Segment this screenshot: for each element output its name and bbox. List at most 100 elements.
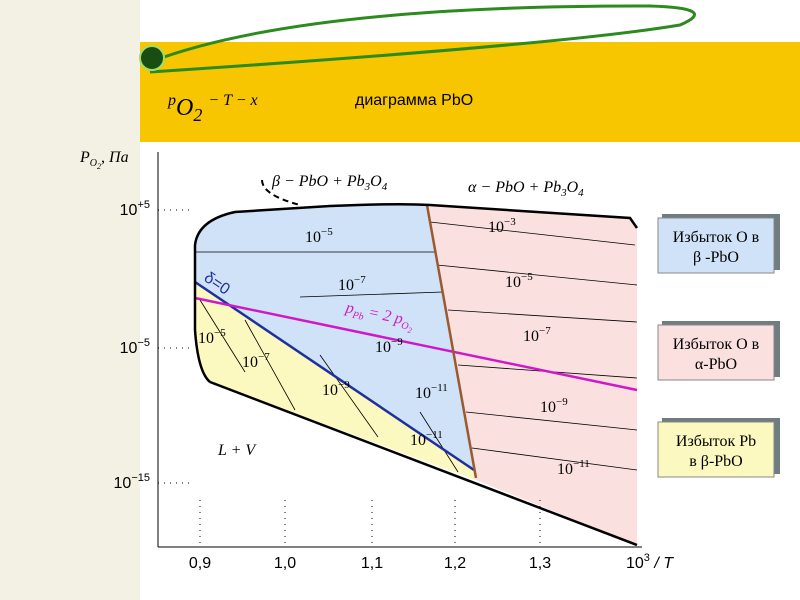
isobar-label: 10−7 xyxy=(338,274,366,294)
base: 10 xyxy=(338,277,354,294)
isobar-label: 10−9 xyxy=(322,379,350,399)
stoich-line xyxy=(194,296,638,392)
region-beta-pb xyxy=(195,282,476,480)
base: 10 xyxy=(523,328,539,345)
exponent: −5 xyxy=(137,337,150,349)
exponent: −7 xyxy=(539,325,551,337)
x-tick-label: 1,3 xyxy=(529,555,551,572)
t: 3 xyxy=(364,181,371,193)
legend-box xyxy=(657,324,775,381)
side-pattern xyxy=(0,0,140,600)
base: 10 xyxy=(198,330,214,347)
isobar-label: 10−9 xyxy=(375,336,403,356)
exponent: +5 xyxy=(137,199,150,211)
isobars xyxy=(195,221,638,473)
beta-label: β − PbO + Pb3O4 xyxy=(271,173,388,193)
t: Pb xyxy=(350,310,364,323)
base: 10 xyxy=(415,385,431,402)
isobar-label: 10−3 xyxy=(488,216,516,236)
isobar-label: 10−7 xyxy=(523,325,551,345)
t: p xyxy=(343,299,355,317)
x-tick-label: 1,1 xyxy=(361,555,383,572)
t: 4 xyxy=(382,181,388,193)
base: 10 xyxy=(488,219,504,236)
isobar-label: 10−5 xyxy=(505,271,533,291)
exponent: −11 xyxy=(431,382,448,394)
t: β − PbO + Pb xyxy=(271,173,365,190)
isobar-label: 10−11 xyxy=(557,458,590,478)
t: O xyxy=(567,179,579,196)
legend-box xyxy=(657,217,775,274)
t: , Па xyxy=(101,149,129,166)
t: O xyxy=(176,95,193,121)
t: 3 xyxy=(644,552,650,564)
t: − T − x xyxy=(208,92,257,109)
t: 2 xyxy=(407,326,413,336)
legend-text: в β-PbO xyxy=(689,453,742,470)
t: 10 xyxy=(626,555,644,572)
decor-ball xyxy=(139,45,165,71)
isobar-label: 10−9 xyxy=(540,396,568,416)
base: 10 xyxy=(505,274,521,291)
base: 10 xyxy=(120,202,138,219)
exponent: −7 xyxy=(354,274,366,286)
t: / T xyxy=(650,555,674,572)
title-formula: pO2 − T − x xyxy=(167,92,258,125)
legend-box xyxy=(657,421,775,478)
base: 10 xyxy=(242,354,258,371)
alpha-label: α − PbO + Pb3O4 xyxy=(468,179,584,199)
base: 10 xyxy=(120,340,138,357)
isobar-label: 10−5 xyxy=(198,327,226,347)
t: 2 xyxy=(193,105,202,125)
y-tick-label: 10−5 xyxy=(120,337,150,357)
t: p xyxy=(167,92,176,109)
decor-curve xyxy=(149,4,696,74)
isobar-label: 10−11 xyxy=(415,382,448,402)
title-text: диаграмма PbO xyxy=(355,92,473,109)
region-alpha-o xyxy=(427,205,637,545)
t: 4 xyxy=(578,187,584,199)
base: 10 xyxy=(305,229,321,246)
x-label: 103 / T xyxy=(626,552,674,572)
exponent: −7 xyxy=(258,351,270,363)
delta-line xyxy=(194,280,475,472)
base: 10 xyxy=(114,475,132,492)
exponent: −11 xyxy=(426,429,443,441)
exponent: −9 xyxy=(338,379,350,391)
alpha-beta-line xyxy=(425,204,478,479)
x-tick-label: 1,2 xyxy=(444,555,466,572)
isobar-label: 10−11 xyxy=(410,429,443,449)
legend-text: α-PbO xyxy=(695,356,737,373)
t: 2 xyxy=(97,162,101,171)
exponent: −11 xyxy=(573,458,590,470)
y-tick-label: 10+5 xyxy=(120,199,150,219)
exponent: −9 xyxy=(391,336,403,348)
t: O xyxy=(90,158,97,169)
isobar-label: 10−7 xyxy=(242,351,270,371)
legend-text: Избыток O в xyxy=(673,229,760,246)
exponent: −9 xyxy=(556,396,568,408)
exponent: −5 xyxy=(214,327,226,339)
title-band xyxy=(140,42,800,142)
boundary xyxy=(193,202,639,547)
exponent: −5 xyxy=(321,226,333,238)
liquid-label: L + V xyxy=(217,442,257,459)
legend-text: Избыток O в xyxy=(673,336,760,353)
base: 10 xyxy=(557,461,573,478)
t: 3 xyxy=(560,187,567,199)
y-tick-label: 10−15 xyxy=(114,472,150,492)
x-tick-label: 0,9 xyxy=(189,555,211,572)
exponent: −15 xyxy=(131,472,150,484)
legend-text: Избыток Pb xyxy=(676,433,756,450)
isobar-label: 10−5 xyxy=(305,226,333,246)
x-tick-label: 1,0 xyxy=(274,555,296,572)
region-beta-o xyxy=(195,205,474,470)
base: 10 xyxy=(375,339,391,356)
base: 10 xyxy=(540,399,556,416)
t: O xyxy=(400,320,409,332)
t: O xyxy=(370,173,382,190)
dashed-boundary xyxy=(261,179,301,206)
exponent: −3 xyxy=(504,216,516,228)
exponent: −5 xyxy=(521,271,533,283)
